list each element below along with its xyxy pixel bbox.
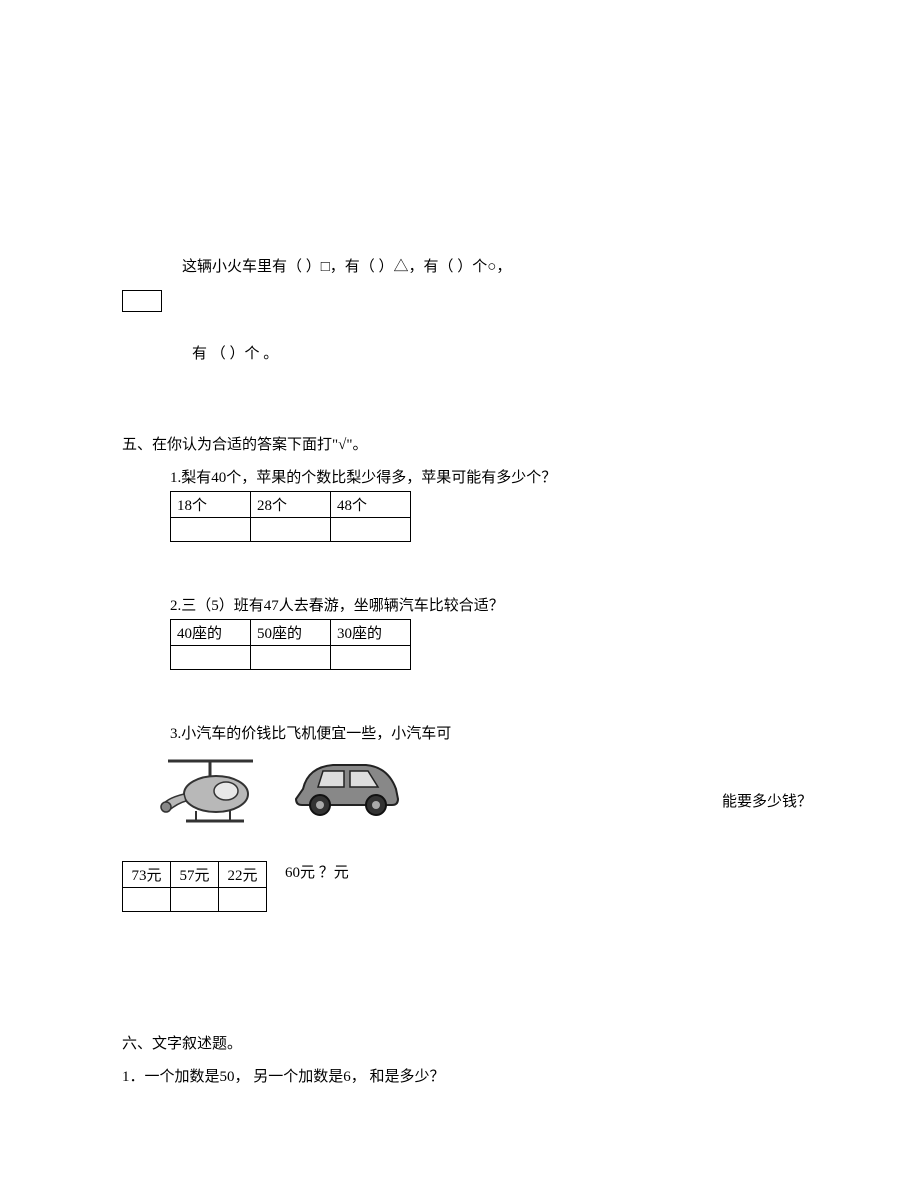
s6-q1: 1．一个加数是50， 另一个加数是6， 和是多少？ — [122, 1065, 802, 1086]
q2-text: 2.三（5）班有47人去春游，坐哪辆汽车比较合适？ — [170, 594, 802, 615]
table-row: 73元 57元 22元 — [123, 862, 267, 888]
helicopter-icon — [158, 749, 278, 829]
q2-opt1: 40座的 — [171, 620, 251, 646]
q2-opt3: 30座的 — [331, 620, 411, 646]
q3-tail: 能要多少钱？ — [722, 790, 812, 811]
blank-box — [122, 290, 162, 312]
table-row: 40座的 50座的 30座的 — [171, 620, 411, 646]
q1-opt1: 18个 — [171, 492, 251, 518]
train-line1: 这辆小火车里有（ ）□，有（ ）△，有（ ）个○， — [182, 255, 802, 276]
q1-table: 18个 28个 48个 — [170, 491, 411, 542]
q3-text: 3.小汽车的价钱比飞机便宜一些，小汽车可 — [170, 722, 802, 743]
table-row: 18个 28个 48个 — [171, 492, 411, 518]
q3-opt1: 73元 — [123, 862, 171, 888]
q2-opt2: 50座的 — [251, 620, 331, 646]
q1-opt3: 48个 — [331, 492, 411, 518]
q3-table: 73元 57元 22元 — [122, 861, 267, 912]
q1-opt2: 28个 — [251, 492, 331, 518]
table-row — [171, 518, 411, 542]
q1-text: 1.梨有40个，苹果的个数比梨少得多，苹果可能有多少个？ — [170, 466, 802, 487]
section6-heading: 六、文字叙述题。 — [122, 1032, 802, 1053]
table-row — [123, 888, 267, 912]
q2-table: 40座的 50座的 30座的 — [170, 619, 411, 670]
section5-heading: 五、在你认为合适的答案下面打"√"。 — [122, 433, 802, 454]
q3-opt3: 22元 — [219, 862, 267, 888]
train-line2: 有 （ ）个 。 — [192, 342, 802, 363]
q3-price-label: 60元 ？元 — [285, 857, 349, 882]
table-row — [171, 646, 411, 670]
q3-opt2: 57元 — [171, 862, 219, 888]
car-icon — [288, 749, 408, 819]
